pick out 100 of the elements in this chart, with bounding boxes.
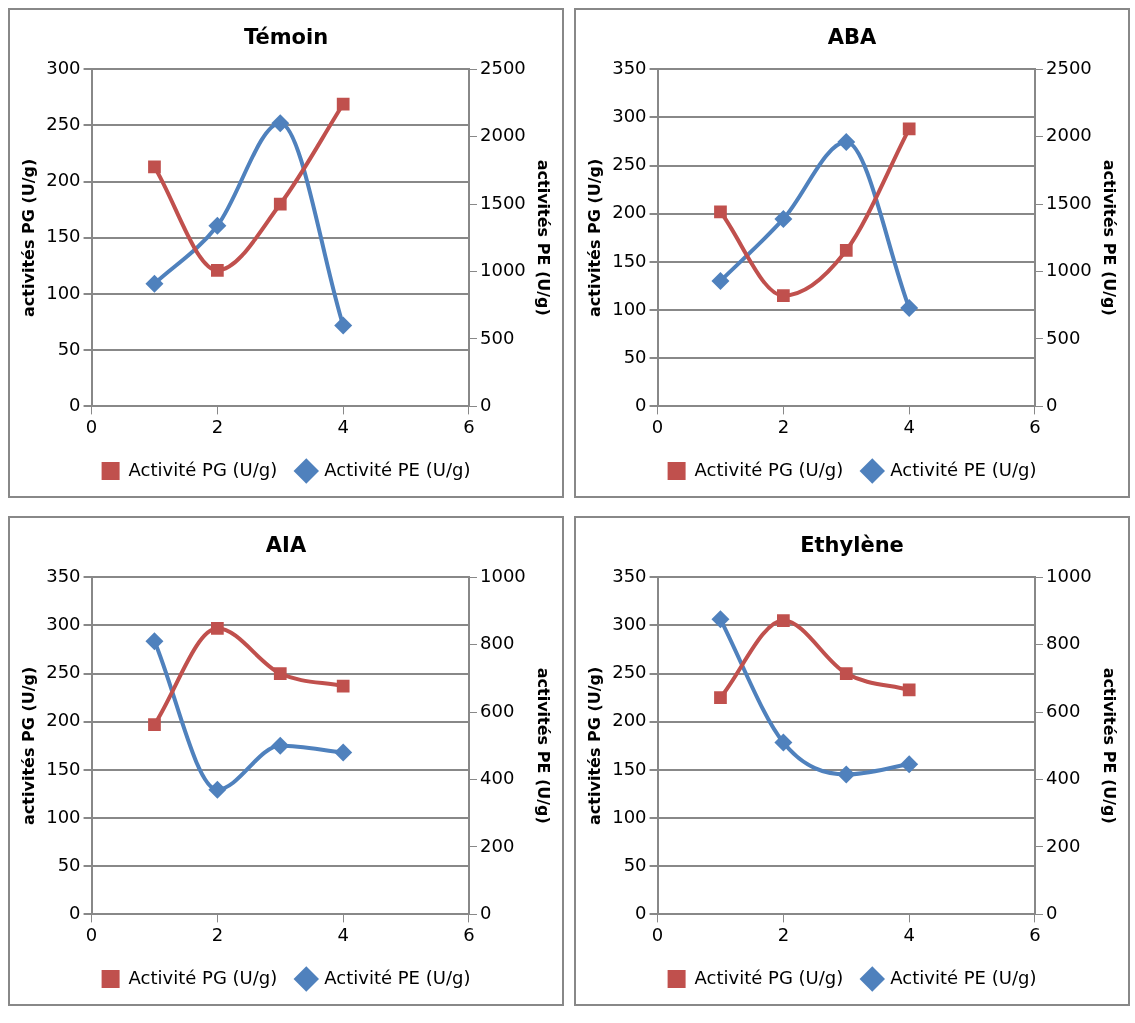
y2-axis-title: activités PE (U/g) xyxy=(1100,159,1120,316)
point xyxy=(777,614,790,627)
y2-tick-label: 1000 xyxy=(479,259,526,281)
y2-tick-label: 1500 xyxy=(1045,191,1092,213)
y-tick-label: 100 xyxy=(46,805,81,827)
y-tick-label: 350 xyxy=(612,564,647,586)
y-tick-label: 300 xyxy=(612,105,647,127)
y-tick-label: 50 xyxy=(623,345,647,367)
y2-tick-label: 800 xyxy=(1045,632,1081,654)
legend-label: Activité PE (U/g) xyxy=(890,966,1037,988)
y2-tick-label: 2500 xyxy=(479,56,526,78)
y-tick-label: 200 xyxy=(46,709,81,731)
point xyxy=(714,205,727,219)
y-tick-label: 50 xyxy=(57,337,81,359)
y-tick-label: 150 xyxy=(612,757,647,779)
y2-tick-label: 1000 xyxy=(1045,564,1092,586)
point xyxy=(273,197,287,211)
x-tick-label: 0 xyxy=(651,415,664,437)
legend-label: Activité PE (U/g) xyxy=(324,966,471,988)
point xyxy=(211,621,224,635)
y2-tick-label: 200 xyxy=(1045,834,1081,856)
y-tick-label: 300 xyxy=(46,56,81,78)
point xyxy=(837,133,856,152)
x-tick-label: 2 xyxy=(777,923,790,945)
chart-title: AIA xyxy=(265,533,307,558)
point xyxy=(208,780,227,799)
point xyxy=(208,216,227,235)
y-tick-label: 300 xyxy=(612,613,647,635)
point xyxy=(334,316,353,335)
x-tick-label: 4 xyxy=(903,415,915,437)
y2-tick-label: 500 xyxy=(1045,326,1081,348)
y2-tick-label: 0 xyxy=(1045,394,1058,416)
point xyxy=(777,289,790,302)
y2-axis-title: activités PE (U/g) xyxy=(1100,667,1120,824)
x-tick-label: 0 xyxy=(85,415,98,437)
y-tick-label: 300 xyxy=(46,613,81,635)
y2-tick-label: 800 xyxy=(479,632,515,654)
point xyxy=(837,765,856,784)
point xyxy=(336,97,350,111)
point xyxy=(148,160,161,174)
point xyxy=(145,632,164,651)
y2-tick-label: 400 xyxy=(479,767,515,789)
chart-title: Témoin xyxy=(243,25,329,50)
point xyxy=(902,122,916,136)
point xyxy=(714,691,727,704)
x-tick-label: 6 xyxy=(463,415,475,437)
y-tick-label: 50 xyxy=(57,853,81,875)
y-tick-label: 350 xyxy=(46,564,81,586)
y-tick-label: 150 xyxy=(612,249,647,271)
point xyxy=(711,610,730,629)
point xyxy=(900,755,919,774)
x-tick-label: 4 xyxy=(337,415,349,437)
y-tick-label: 200 xyxy=(612,709,647,731)
y-tick-label: 350 xyxy=(612,56,647,78)
point xyxy=(145,274,164,293)
point xyxy=(711,271,730,290)
point xyxy=(211,264,224,277)
y-tick-label: 250 xyxy=(612,153,647,175)
y2-tick-label: 0 xyxy=(479,394,492,416)
point xyxy=(271,114,290,133)
y2-tick-label: 0 xyxy=(1045,902,1058,924)
y2-tick-label: 200 xyxy=(479,834,515,856)
y2-tick-label: 2000 xyxy=(1045,124,1092,146)
x-tick-label: 6 xyxy=(463,923,475,945)
y2-tick-label: 0 xyxy=(479,902,492,924)
y-tick-label: 200 xyxy=(612,201,647,223)
y-tick-label: 50 xyxy=(623,853,647,875)
y2-tick-label: 400 xyxy=(1045,767,1081,789)
y-tick-label: 200 xyxy=(46,169,81,191)
x-tick-label: 4 xyxy=(337,923,349,945)
x-tick-label: 6 xyxy=(1029,415,1041,437)
y-axis-title: activités PG (U/g) xyxy=(18,158,38,317)
chart-title: Ethylène xyxy=(800,533,904,558)
y-tick-label: 100 xyxy=(612,297,647,319)
y2-tick-label: 1000 xyxy=(479,564,526,586)
y2-tick-label: 2500 xyxy=(1045,56,1092,78)
legend-label: Activité PG (U/g) xyxy=(128,458,278,480)
y2-tick-label: 500 xyxy=(479,326,515,348)
legend-label: Activité PG (U/g) xyxy=(128,966,278,988)
y-tick-label: 250 xyxy=(46,113,81,135)
x-tick-label: 6 xyxy=(1029,923,1041,945)
y2-tick-label: 600 xyxy=(479,699,515,721)
y-tick-label: 150 xyxy=(46,757,81,779)
y-tick-label: 250 xyxy=(612,661,647,683)
x-tick-label: 4 xyxy=(903,923,915,945)
point xyxy=(902,683,916,697)
legend-label: Activité PG (U/g) xyxy=(694,966,844,988)
point xyxy=(148,718,161,731)
y-tick-label: 0 xyxy=(635,394,647,416)
y-axis-title: activités PG (U/g) xyxy=(18,666,38,825)
y2-tick-label: 1500 xyxy=(479,191,526,213)
y2-axis-title: activités PE (U/g) xyxy=(534,667,554,824)
y-tick-label: 100 xyxy=(612,805,647,827)
legend-label: Activité PE (U/g) xyxy=(324,458,471,480)
point xyxy=(273,667,287,680)
y-tick-label: 100 xyxy=(46,281,81,303)
chart-title: ABA xyxy=(827,25,877,50)
y2-tick-label: 600 xyxy=(1045,699,1081,721)
y-tick-label: 250 xyxy=(46,661,81,683)
y2-tick-label: 1000 xyxy=(1045,259,1092,281)
